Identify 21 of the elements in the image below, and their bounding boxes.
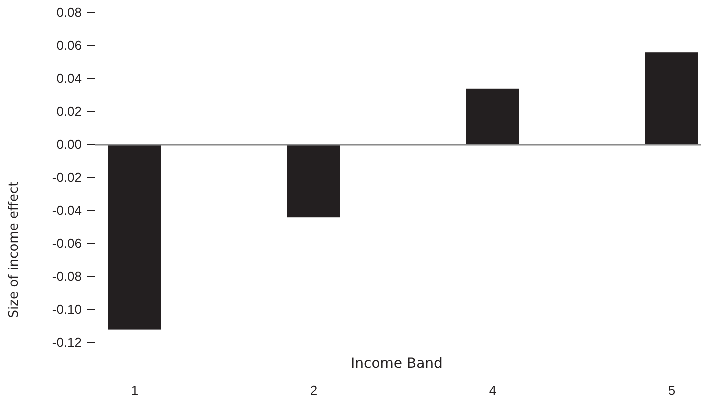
- y-tick-label: -0.02: [52, 170, 82, 186]
- y-tick-label: 0.00: [56, 137, 82, 152]
- y-tick-label: 0.04: [56, 71, 82, 86]
- y-tick-label: 0.08: [56, 5, 82, 20]
- x-tick-label: 2: [310, 383, 318, 398]
- x-tick-label: 4: [489, 383, 497, 398]
- x-tick-label: 1: [131, 383, 139, 398]
- y-axis-title: Size of income effect: [7, 182, 22, 318]
- bar: [646, 52, 698, 145]
- bar: [108, 145, 162, 330]
- y-tick-label: -0.10: [52, 302, 82, 318]
- x-axis-title: Income Band: [351, 356, 443, 372]
- x-tick-label: 5: [668, 383, 676, 398]
- y-tick-label: -0.04: [52, 203, 82, 218]
- y-tick-label: 0.06: [56, 38, 82, 54]
- y-tick-label: -0.08: [52, 269, 82, 284]
- bar: [288, 145, 340, 218]
- y-tick-label: -0.06: [52, 236, 82, 252]
- y-tick-label: 0.02: [56, 104, 82, 120]
- bar: [466, 88, 520, 145]
- y-tick-label: -0.12: [52, 335, 82, 350]
